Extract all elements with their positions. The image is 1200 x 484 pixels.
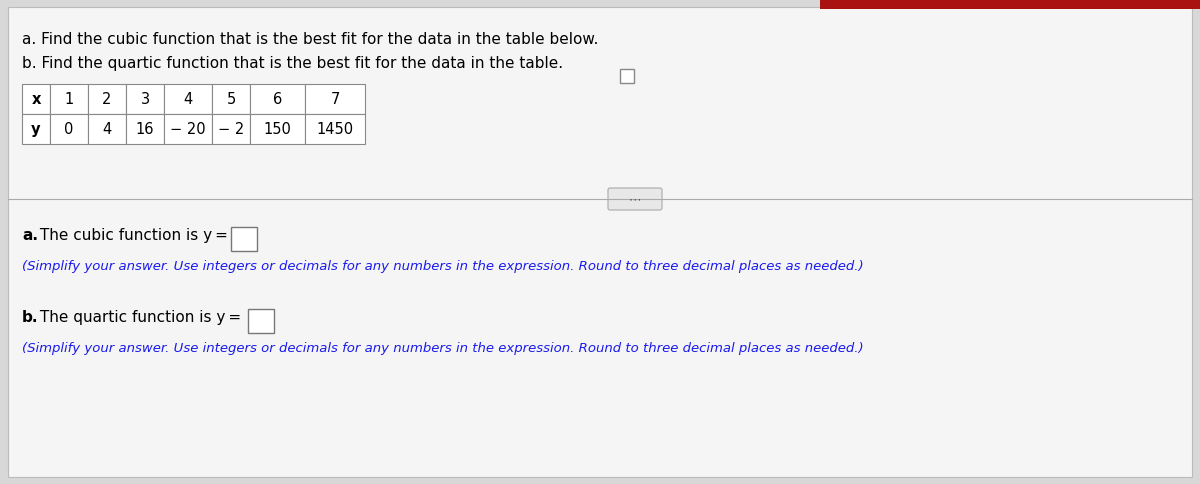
Text: y: y (31, 122, 41, 137)
Text: − 2: − 2 (218, 122, 244, 137)
FancyBboxPatch shape (250, 115, 305, 145)
FancyBboxPatch shape (22, 115, 50, 145)
FancyBboxPatch shape (250, 85, 305, 115)
FancyBboxPatch shape (88, 115, 126, 145)
FancyBboxPatch shape (22, 85, 50, 115)
FancyBboxPatch shape (305, 85, 365, 115)
FancyBboxPatch shape (248, 309, 274, 333)
FancyBboxPatch shape (164, 115, 212, 145)
Text: a. Find the cubic function that is the best fit for the data in the table below.: a. Find the cubic function that is the b… (22, 32, 599, 47)
Text: 1: 1 (65, 92, 73, 107)
FancyBboxPatch shape (230, 227, 257, 252)
FancyBboxPatch shape (608, 189, 662, 211)
FancyBboxPatch shape (50, 115, 88, 145)
Text: 4: 4 (184, 92, 193, 107)
Text: 0: 0 (65, 122, 73, 137)
FancyBboxPatch shape (8, 8, 1192, 477)
Text: 16: 16 (136, 122, 155, 137)
FancyBboxPatch shape (212, 85, 250, 115)
FancyBboxPatch shape (164, 85, 212, 115)
Text: b. Find the quartic function that is the best fit for the data in the table.: b. Find the quartic function that is the… (22, 56, 563, 71)
FancyBboxPatch shape (305, 115, 365, 145)
Text: 4: 4 (102, 122, 112, 137)
Text: 6: 6 (272, 92, 282, 107)
Text: 7: 7 (330, 92, 340, 107)
FancyBboxPatch shape (126, 85, 164, 115)
FancyBboxPatch shape (50, 85, 88, 115)
Text: 3: 3 (140, 92, 150, 107)
Text: (Simplify your answer. Use integers or decimals for any numbers in the expressio: (Simplify your answer. Use integers or d… (22, 341, 864, 354)
Text: 1450: 1450 (317, 122, 354, 137)
Text: x: x (31, 92, 41, 107)
Text: a.: a. (22, 227, 38, 242)
Text: 150: 150 (264, 122, 292, 137)
FancyBboxPatch shape (820, 0, 1200, 10)
Text: (Simplify your answer. Use integers or decimals for any numbers in the expressio: (Simplify your answer. Use integers or d… (22, 259, 864, 272)
Text: ⋯: ⋯ (629, 193, 641, 206)
FancyBboxPatch shape (212, 115, 250, 145)
Text: The cubic function is y =: The cubic function is y = (35, 227, 228, 242)
FancyBboxPatch shape (88, 85, 126, 115)
FancyBboxPatch shape (126, 115, 164, 145)
Text: 2: 2 (102, 92, 112, 107)
Text: The quartic function is y =: The quartic function is y = (35, 309, 241, 324)
Text: − 20: − 20 (170, 122, 206, 137)
Text: b.: b. (22, 309, 38, 324)
FancyBboxPatch shape (620, 70, 634, 84)
Text: 5: 5 (227, 92, 235, 107)
